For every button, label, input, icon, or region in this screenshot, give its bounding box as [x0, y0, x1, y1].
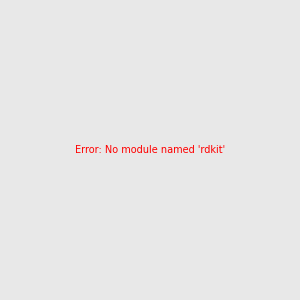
Text: Error: No module named 'rdkit': Error: No module named 'rdkit' — [75, 145, 225, 155]
